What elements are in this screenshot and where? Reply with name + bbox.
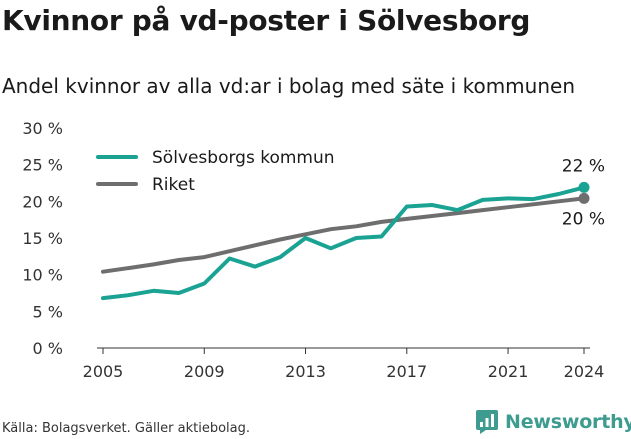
y-tick-label: 10 % — [22, 266, 63, 285]
y-tick-label: 0 % — [33, 339, 63, 358]
x-tick-label: 2024 — [564, 362, 605, 381]
chart-title: Kvinnor på vd-poster i Sölvesborg — [2, 4, 531, 37]
x-tick-label: 2021 — [488, 362, 529, 381]
x-tick-label: 2013 — [285, 362, 326, 381]
y-tick-label: 30 % — [22, 119, 63, 138]
chart-subtitle: Andel kvinnor av alla vd:ar i bolag med … — [2, 74, 575, 98]
x-tick-label: 2005 — [83, 362, 124, 381]
newsworthy-logo-icon — [476, 410, 498, 434]
brand: Newsworthy — [475, 408, 631, 436]
series-end-point — [578, 181, 590, 193]
x-tick-label: 2009 — [184, 362, 225, 381]
legend-label: Sölvesborgs kommun — [152, 148, 335, 168]
legend-label: Riket — [152, 175, 195, 195]
series-line — [101, 196, 586, 274]
y-tick-label: 25 % — [22, 156, 63, 175]
y-tick-label: 5 % — [33, 302, 63, 321]
series-end-label: 22 % — [562, 156, 605, 176]
y-tick-label: 20 % — [22, 192, 63, 211]
series-line — [101, 185, 586, 301]
x-tick-label: 2017 — [386, 362, 427, 381]
brand-name: Newsworthy — [505, 411, 631, 433]
series-end-label: 20 % — [562, 209, 605, 229]
series-end-point — [578, 192, 590, 204]
source-footer: Källa: Bolagsverket. Gäller aktiebolag. — [2, 421, 251, 436]
y-tick-label: 15 % — [22, 229, 63, 248]
